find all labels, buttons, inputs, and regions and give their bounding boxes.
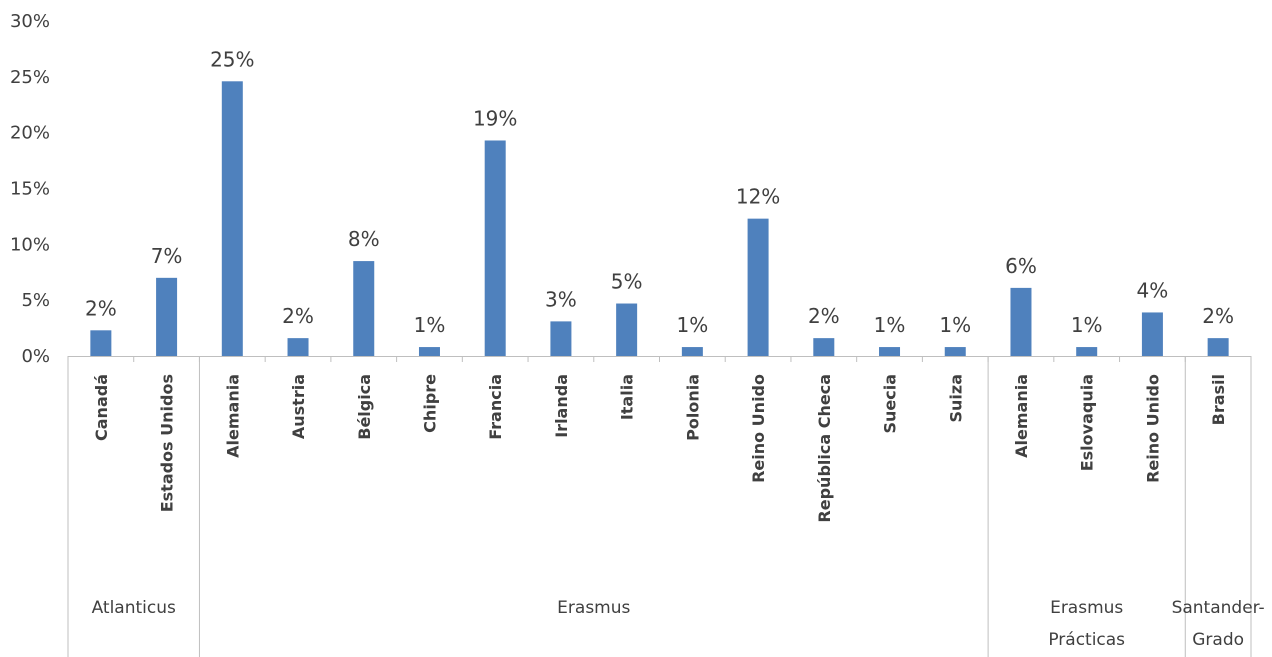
category-label: Suiza — [946, 374, 965, 423]
data-label: 1% — [414, 313, 446, 337]
y-tick-label: 15% — [10, 179, 50, 200]
category-label: Francia — [486, 374, 505, 440]
bar — [747, 218, 769, 356]
category-label: Irlanda — [552, 374, 571, 438]
bar — [681, 347, 703, 356]
data-labels: 2% 7% 25% 2% 8% 1% 19% 3% 5% 1% 12% 2% 1% 1% 6% 1% 4% 2% — [85, 47, 1234, 337]
bar — [1141, 312, 1163, 356]
data-label: 19% — [473, 106, 517, 130]
group-label: Santander- Grado — [1172, 598, 1265, 650]
data-label: 2% — [808, 304, 840, 328]
bar — [813, 338, 835, 356]
data-label: 6% — [1005, 254, 1037, 278]
category-label: Austria — [289, 374, 308, 439]
category-label: Brasil — [1209, 374, 1228, 425]
bar — [1010, 287, 1032, 356]
bar — [353, 261, 375, 356]
category-label: Chipre — [420, 374, 439, 433]
group-label-line: Atlanticus — [92, 598, 176, 618]
category-label: Italia — [618, 374, 637, 420]
data-label: 2% — [1202, 304, 1234, 328]
data-label: 2% — [85, 296, 117, 320]
bar — [944, 347, 966, 356]
bar — [1076, 347, 1098, 356]
category-label: Alemania — [223, 374, 242, 458]
data-label: 5% — [611, 270, 643, 294]
y-tick-label: 20% — [10, 123, 50, 144]
category-label: Eslovaquia — [1078, 374, 1097, 471]
category-label: Canadá — [92, 374, 111, 441]
y-axis: 0% 5% 10% 15% 20% 25% 30% — [10, 11, 50, 367]
group-label-line: Grado — [1192, 630, 1244, 650]
bar — [90, 330, 112, 356]
category-label: Suecia — [881, 374, 900, 434]
category-label: Reino Unido — [1143, 374, 1162, 483]
group-label: Erasmus Prácticas — [1048, 598, 1125, 650]
data-label: 1% — [1071, 313, 1103, 337]
y-tick-label: 0% — [21, 346, 50, 367]
group-label-line: Santander- — [1172, 598, 1265, 618]
bar — [550, 321, 572, 356]
group-label: Atlanticus — [92, 598, 176, 618]
bar — [287, 338, 309, 356]
category-label: Reino Unido — [749, 374, 768, 483]
data-label: 25% — [210, 47, 254, 71]
category-label: Estados Unidos — [158, 374, 177, 512]
group-label: Erasmus — [557, 598, 630, 618]
data-label: 1% — [939, 313, 971, 337]
x-axis: Canadá Estados Unidos Alemania Austria Bélgi… — [67, 356, 1265, 657]
group-label-line: Erasmus — [1050, 598, 1123, 618]
bars — [90, 81, 1229, 357]
data-label: 3% — [545, 287, 577, 311]
y-tick-label: 30% — [10, 11, 50, 32]
y-tick-label: 25% — [10, 67, 50, 88]
category-label: Bélgica — [355, 374, 374, 440]
bar — [1207, 338, 1229, 356]
category-label: Polonia — [683, 374, 702, 441]
data-label: 4% — [1137, 278, 1169, 302]
group-label-line: Prácticas — [1048, 630, 1125, 650]
data-label: 8% — [348, 227, 380, 251]
bar — [879, 347, 901, 356]
data-label: 1% — [874, 313, 906, 337]
bar — [221, 81, 243, 357]
bar — [156, 277, 178, 356]
group-label-line: Erasmus — [557, 598, 630, 618]
bar — [616, 303, 638, 356]
category-label: República Checa — [815, 374, 834, 523]
y-tick-label: 5% — [21, 290, 50, 311]
data-label: 12% — [736, 185, 780, 209]
bar — [484, 140, 506, 356]
y-tick-label: 10% — [10, 234, 50, 255]
bar — [418, 347, 440, 356]
data-label: 2% — [282, 304, 314, 328]
data-label: 1% — [676, 313, 708, 337]
data-label: 7% — [151, 244, 183, 268]
category-label: Alemania — [1012, 374, 1031, 458]
